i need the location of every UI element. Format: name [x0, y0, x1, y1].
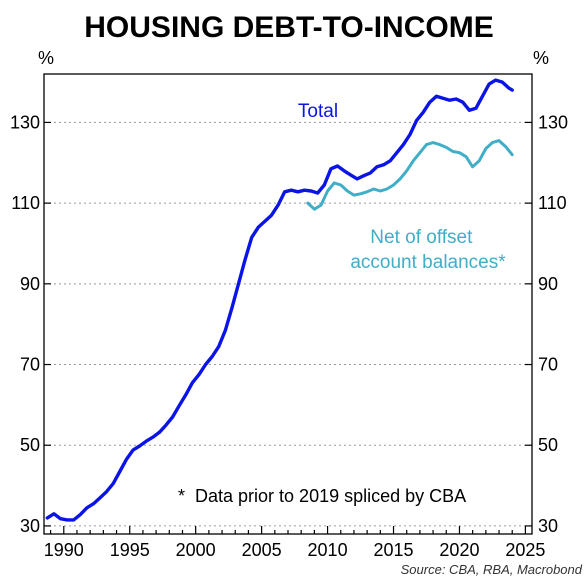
gridlines	[44, 121, 532, 527]
x-tick-label-2025: 2025	[505, 540, 545, 560]
y-tick-label-right-110: 110	[538, 193, 567, 213]
y-tick-label-left-90: 90	[20, 274, 40, 294]
y-tick-label-left-30: 30	[20, 516, 40, 536]
x-tick-label-2020: 2020	[439, 540, 479, 560]
y-tick-label-left-130: 130	[10, 112, 40, 132]
right-unit-label: %	[533, 48, 549, 68]
plot-frame	[43, 73, 533, 535]
series-label-total: Total	[298, 101, 338, 122]
x-tick-label-2010: 2010	[308, 540, 348, 560]
series-label-net-offset-line-1: Net of offset	[370, 227, 473, 248]
y-tick-label-left-70: 70	[20, 355, 40, 375]
y-tick-label-right-30: 30	[538, 516, 558, 536]
x-tick-label-1995: 1995	[110, 540, 150, 560]
x-tick-label-2005: 2005	[242, 540, 282, 560]
x-tick-label-2015: 2015	[373, 540, 413, 560]
x-tick-label-1990: 1990	[44, 540, 84, 560]
left-unit-label: %	[38, 48, 54, 68]
series-label-net-offset: Net of offset account balances*	[350, 227, 506, 273]
y-tick-label-right-130: 130	[538, 112, 568, 132]
series-line-net-offset	[306, 139, 514, 211]
series-lines	[45, 78, 514, 522]
series-line-total	[45, 78, 514, 522]
y-tick-label-right-50: 50	[538, 435, 558, 455]
y-tick-label-right-90: 90	[538, 274, 558, 294]
series-label-net-offset-line-2: account balances*	[350, 252, 506, 273]
chart-title: HOUSING DEBT-TO-INCOME	[84, 11, 493, 44]
series-label-total-line-1: Total	[298, 101, 338, 122]
x-tick-label-2000: 2000	[176, 540, 216, 560]
y-tick-label-left-50: 50	[20, 435, 40, 455]
axis-ticks: 30 30 50 50 70 70 90 90 110 110 130 130 1990 1995 2000…	[10, 112, 568, 560]
source-note: Source: CBA, RBA, Macrobond	[401, 562, 583, 577]
y-tick-label-left-110: 110	[11, 193, 40, 213]
y-tick-label-right-70: 70	[538, 355, 558, 375]
footnote: * Data prior to 2019 spliced by CBA	[178, 486, 466, 506]
